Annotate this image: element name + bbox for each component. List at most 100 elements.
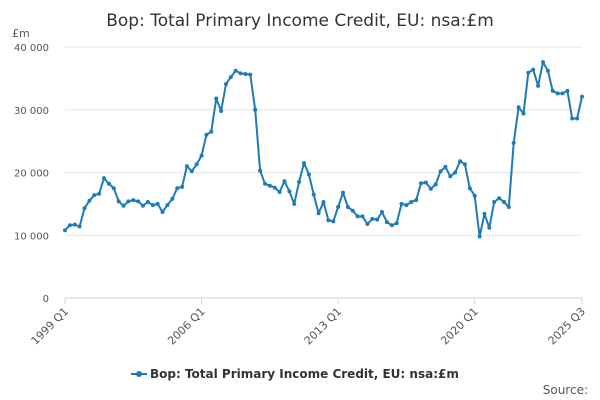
data-point[interactable]: [82, 206, 87, 211]
data-point[interactable]: [116, 199, 121, 204]
data-point[interactable]: [238, 71, 243, 76]
data-point[interactable]: [443, 164, 448, 169]
data-point[interactable]: [555, 91, 560, 96]
data-point[interactable]: [136, 199, 141, 204]
data-point[interactable]: [180, 184, 185, 189]
data-point[interactable]: [492, 200, 497, 204]
data-point[interactable]: [287, 189, 292, 194]
data-point[interactable]: [433, 182, 438, 187]
data-point[interactable]: [545, 68, 550, 73]
data-point[interactable]: [199, 153, 204, 158]
data-point[interactable]: [145, 200, 150, 204]
data-point[interactable]: [467, 186, 472, 191]
data-point[interactable]: [462, 162, 467, 167]
data-point[interactable]: [92, 193, 97, 198]
data-point[interactable]: [575, 116, 580, 121]
data-point[interactable]: [219, 109, 224, 113]
data-point[interactable]: [477, 234, 482, 239]
data-point[interactable]: [394, 221, 399, 226]
data-point[interactable]: [150, 203, 155, 208]
data-point[interactable]: [87, 198, 92, 203]
data-point[interactable]: [472, 193, 477, 198]
data-point[interactable]: [189, 169, 194, 174]
data-point[interactable]: [194, 162, 199, 167]
data-point[interactable]: [165, 203, 170, 208]
data-point[interactable]: [423, 180, 428, 185]
data-point[interactable]: [77, 224, 82, 229]
data-point[interactable]: [570, 116, 575, 121]
data-point[interactable]: [536, 83, 541, 88]
data-point[interactable]: [458, 159, 463, 164]
data-point[interactable]: [175, 186, 180, 191]
data-point[interactable]: [258, 168, 263, 173]
data-point[interactable]: [306, 172, 311, 177]
data-point[interactable]: [350, 208, 355, 213]
legend[interactable]: Bop: Total Primary Income Credit, EU: ns…: [131, 367, 459, 381]
data-point[interactable]: [516, 105, 521, 110]
data-point[interactable]: [448, 174, 453, 179]
data-point[interactable]: [214, 96, 219, 101]
data-point[interactable]: [224, 82, 228, 86]
data-point[interactable]: [63, 228, 67, 233]
data-point[interactable]: [209, 129, 214, 134]
data-point[interactable]: [263, 181, 267, 186]
data-point[interactable]: [384, 220, 389, 225]
data-point[interactable]: [428, 186, 433, 191]
data-point[interactable]: [72, 222, 77, 227]
data-point[interactable]: [580, 94, 584, 99]
data-point[interactable]: [160, 210, 165, 214]
data-point[interactable]: [126, 199, 131, 204]
data-point[interactable]: [531, 67, 536, 72]
data-point[interactable]: [141, 203, 145, 208]
data-point[interactable]: [419, 181, 423, 186]
data-point[interactable]: [248, 72, 253, 77]
data-point[interactable]: [389, 223, 394, 228]
data-point[interactable]: [370, 216, 375, 221]
data-point[interactable]: [404, 203, 409, 208]
data-point[interactable]: [102, 176, 106, 181]
data-point[interactable]: [414, 198, 419, 203]
data-point[interactable]: [267, 183, 272, 188]
data-point[interactable]: [487, 225, 492, 230]
data-point[interactable]: [497, 196, 502, 201]
data-point[interactable]: [453, 170, 458, 175]
source-label[interactable]: Source:: [543, 383, 588, 397]
data-point[interactable]: [550, 88, 555, 93]
data-point[interactable]: [204, 132, 209, 137]
data-point[interactable]: [228, 75, 233, 80]
data-point[interactable]: [521, 111, 526, 116]
data-point[interactable]: [131, 198, 136, 203]
data-point[interactable]: [67, 223, 72, 228]
data-point[interactable]: [277, 190, 282, 194]
data-point[interactable]: [399, 201, 404, 206]
data-point[interactable]: [380, 210, 384, 214]
data-point[interactable]: [511, 141, 516, 145]
data-point[interactable]: [111, 186, 116, 191]
data-point[interactable]: [170, 196, 175, 201]
data-point[interactable]: [360, 214, 365, 219]
data-point[interactable]: [311, 192, 316, 197]
data-point[interactable]: [321, 200, 326, 204]
data-point[interactable]: [506, 205, 511, 209]
data-point[interactable]: [155, 201, 160, 206]
data-point[interactable]: [541, 60, 545, 65]
data-point[interactable]: [409, 200, 414, 204]
data-point[interactable]: [565, 88, 570, 93]
data-point[interactable]: [282, 179, 287, 184]
data-point[interactable]: [292, 201, 297, 206]
data-point[interactable]: [106, 181, 111, 186]
data-point[interactable]: [502, 200, 506, 204]
data-point[interactable]: [345, 205, 350, 209]
data-point[interactable]: [297, 179, 302, 184]
data-point[interactable]: [272, 185, 277, 190]
data-point[interactable]: [326, 218, 331, 223]
data-point[interactable]: [233, 68, 238, 73]
data-point[interactable]: [365, 222, 370, 226]
data-point[interactable]: [243, 72, 248, 76]
data-point[interactable]: [121, 203, 126, 208]
data-point[interactable]: [316, 211, 321, 216]
data-point[interactable]: [355, 214, 360, 219]
data-point[interactable]: [331, 219, 336, 224]
data-point[interactable]: [184, 164, 189, 169]
data-point[interactable]: [341, 190, 345, 195]
